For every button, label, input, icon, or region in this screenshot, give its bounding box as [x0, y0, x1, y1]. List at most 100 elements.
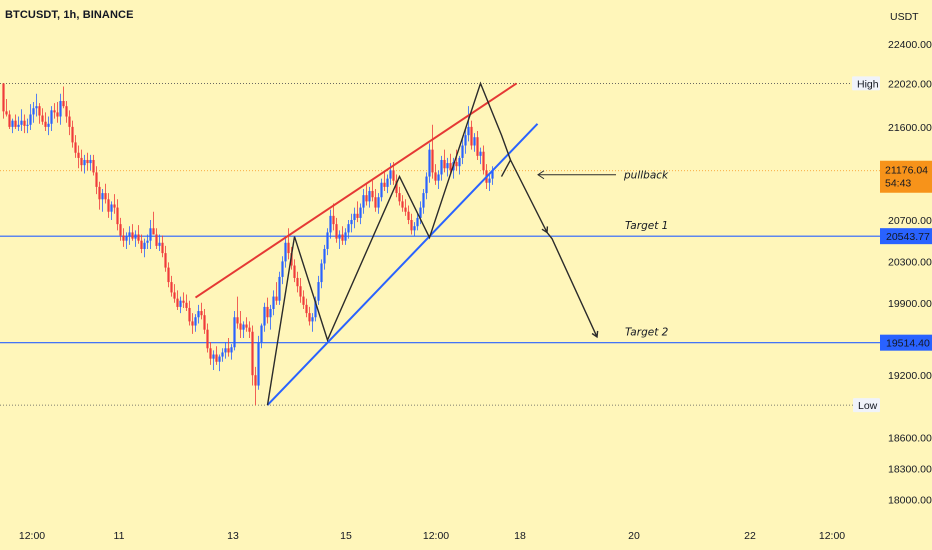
- y-tick-label: 22020.00: [888, 78, 932, 90]
- candle-body: [188, 307, 191, 322]
- y-tick-label: 21600.00: [888, 122, 932, 134]
- candle-body: [215, 354, 218, 362]
- candle-body: [5, 111, 8, 115]
- y-tick-label: 19900.00: [888, 298, 932, 310]
- candle-body: [380, 182, 383, 198]
- candle-body: [320, 263, 323, 283]
- current-price-tag: [880, 160, 932, 193]
- pullback-label: pullback: [623, 170, 669, 182]
- candle-body: [134, 234, 137, 239]
- candle-body: [482, 151, 485, 171]
- candle-body: [404, 207, 407, 212]
- candle-body: [101, 193, 104, 200]
- candle-body: [233, 317, 236, 348]
- target2-label: Target 2: [625, 327, 669, 339]
- annotations: pullback Target 1 Target 2: [623, 170, 669, 339]
- candle-body: [458, 157, 461, 167]
- candle-body: [26, 124, 29, 126]
- x-tick-label: 11: [114, 530, 125, 542]
- symbol-title: BTCUSDT, 1h, BINANCE: [5, 9, 134, 21]
- candle-body: [158, 242, 161, 246]
- candle-body: [128, 232, 131, 237]
- grid: [0, 83, 880, 406]
- candle-body: [266, 306, 269, 318]
- candle-body: [236, 317, 239, 324]
- candle-body: [194, 317, 197, 326]
- candle-body: [302, 296, 305, 305]
- price-axis[interactable]: USDT 22400.00 22020.00 21600.00 20700.00 2030…: [852, 11, 932, 506]
- candle-body: [272, 296, 275, 309]
- candle-body: [107, 199, 110, 212]
- candle-body: [143, 242, 146, 249]
- candle-body: [251, 331, 254, 376]
- candle-body: [200, 311, 203, 316]
- candle-body: [407, 211, 410, 220]
- candle-body: [140, 240, 143, 249]
- candle-body: [293, 265, 296, 278]
- candle-body: [50, 110, 53, 124]
- candle-body: [257, 342, 260, 386]
- candle-body: [227, 348, 230, 353]
- candle-body: [353, 213, 356, 220]
- candle-body: [86, 159, 89, 164]
- candle-body: [335, 224, 338, 239]
- candle-body: [263, 306, 266, 326]
- candle-body: [446, 163, 449, 169]
- candle-body: [449, 163, 452, 171]
- time-axis[interactable]: 12:00 11 13 15 12:00 18 20 22 12:00: [19, 530, 845, 542]
- candle-body: [206, 329, 209, 349]
- candle-body: [416, 217, 419, 227]
- candle-body: [347, 224, 350, 233]
- y-tick-label: 18000.00: [888, 494, 932, 506]
- candle-body: [299, 286, 302, 297]
- candle-body: [329, 215, 332, 233]
- current-price-value: 21176.04: [885, 165, 928, 177]
- candle-body: [383, 182, 386, 187]
- candle-body: [164, 253, 167, 268]
- candle-body: [461, 145, 464, 158]
- candle-body: [398, 193, 401, 202]
- candle-body: [389, 170, 392, 179]
- candle-body: [488, 178, 491, 183]
- candle-body: [68, 116, 71, 127]
- candle-body: [2, 83, 5, 112]
- candle-body: [146, 240, 149, 243]
- candle-body: [74, 142, 77, 153]
- candle-body: [77, 152, 80, 158]
- candle-body: [425, 176, 428, 194]
- candle-body: [437, 174, 440, 181]
- candle-body: [287, 242, 290, 254]
- candle-body: [185, 302, 188, 308]
- low-tag: Low: [858, 400, 878, 412]
- pullback-pointer-head: [537, 170, 545, 180]
- candles: [2, 83, 494, 406]
- x-tick-label: 22: [744, 530, 756, 542]
- candle-body: [275, 296, 278, 301]
- candle-body: [209, 348, 212, 359]
- candle-body: [386, 178, 389, 187]
- candle-body: [35, 106, 38, 109]
- target2-price-tag: [880, 334, 932, 351]
- candle-body: [479, 151, 482, 156]
- support-trendline: [266, 123, 539, 406]
- candle-body: [173, 292, 176, 299]
- candle-body: [218, 356, 221, 362]
- candle-body: [182, 300, 185, 303]
- y-tick-label: 19200.00: [888, 370, 932, 382]
- candle-body: [32, 108, 35, 115]
- x-tick-label: 12:00: [819, 530, 845, 542]
- x-tick-label: 13: [227, 530, 239, 542]
- candle-body: [131, 232, 134, 239]
- candle-body: [104, 193, 107, 200]
- candle-body: [242, 324, 245, 330]
- candle-body: [278, 276, 281, 301]
- target2-price-value: 19514.40: [886, 338, 930, 350]
- candle-body: [89, 159, 92, 164]
- candle-body: [38, 106, 41, 116]
- candle-body: [221, 352, 224, 357]
- candle-body: [443, 159, 446, 169]
- candle-body: [92, 159, 95, 173]
- candle-body: [116, 207, 119, 225]
- candle-body: [203, 315, 206, 330]
